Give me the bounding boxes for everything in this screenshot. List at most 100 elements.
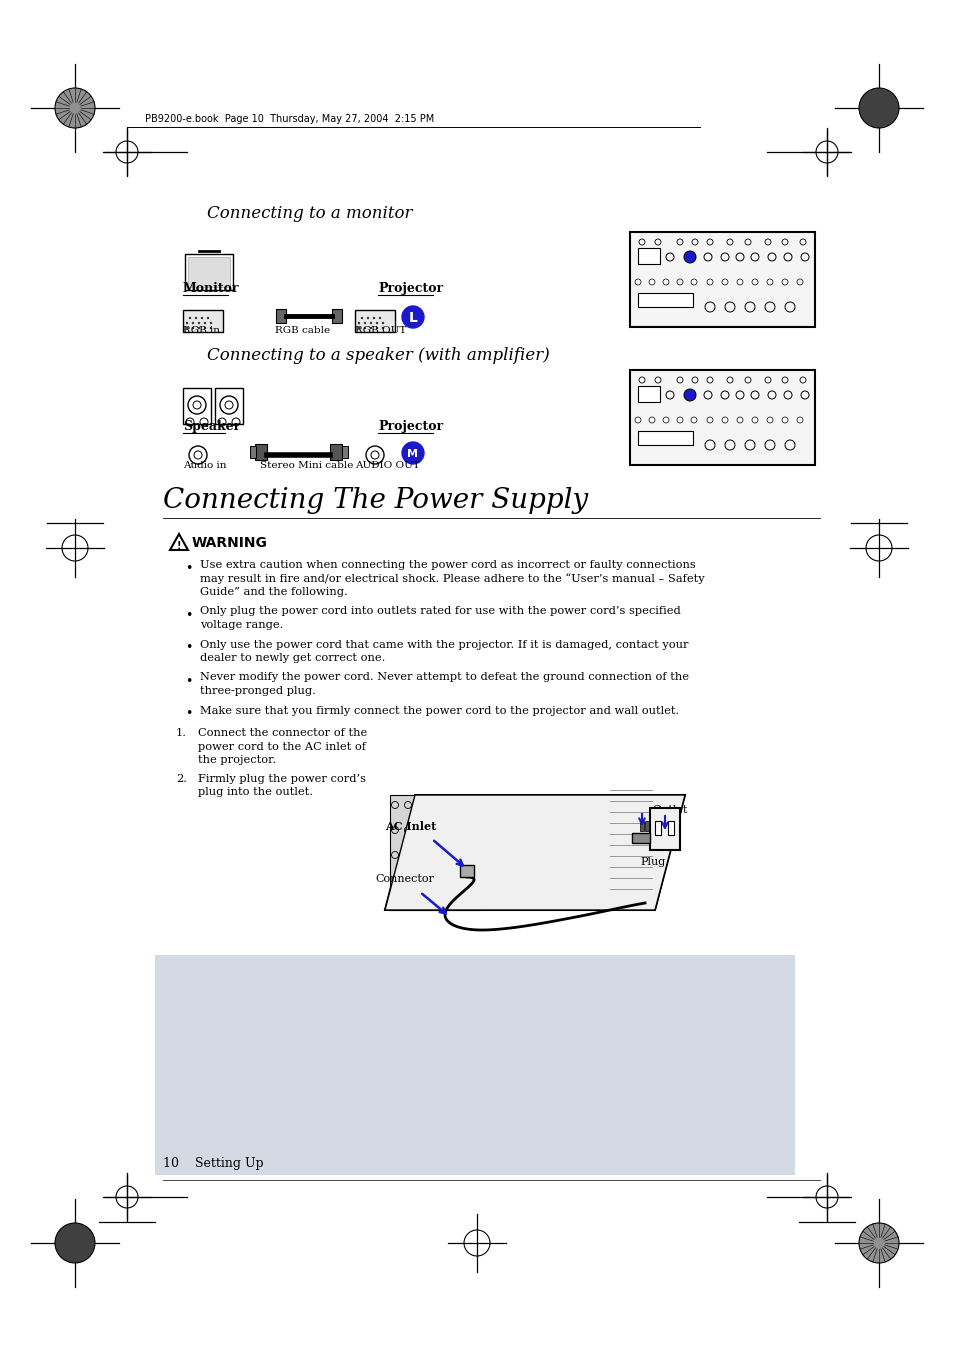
Bar (629, 232, 814, 327)
Bar (638, 431, 692, 444)
Text: Connecting The Power Supply: Connecting The Power Supply (163, 486, 587, 513)
Circle shape (210, 327, 212, 330)
Text: AC Inlet: AC Inlet (385, 821, 436, 832)
Text: Connecting to a speaker (with amplifier): Connecting to a speaker (with amplifier) (207, 347, 549, 363)
Bar (655, 821, 660, 835)
Text: plug into the outlet.: plug into the outlet. (198, 788, 313, 797)
Circle shape (363, 322, 366, 324)
Text: Connector: Connector (375, 874, 434, 884)
Text: Connecting to a monitor: Connecting to a monitor (207, 205, 412, 222)
Text: RGB OUT: RGB OUT (355, 326, 406, 335)
Text: three-pronged plug.: three-pronged plug. (200, 686, 315, 696)
Bar (638, 293, 692, 307)
Text: Only plug the power cord into outlets rated for use with the power cord’s specif: Only plug the power cord into outlets ra… (200, 607, 680, 616)
Circle shape (197, 327, 200, 330)
Text: RGB cable: RGB cable (274, 326, 330, 335)
Text: Outlet: Outlet (651, 805, 687, 815)
Circle shape (357, 327, 360, 330)
Text: Projector: Projector (377, 282, 442, 295)
Text: RGB in: RGB in (183, 326, 220, 335)
Circle shape (378, 316, 381, 319)
Circle shape (381, 327, 384, 330)
Bar (188, 257, 230, 286)
Circle shape (207, 316, 209, 319)
Bar (644, 821, 648, 831)
Bar (154, 955, 794, 1175)
Bar (185, 254, 233, 290)
Text: •: • (185, 708, 193, 720)
Circle shape (363, 327, 366, 330)
Circle shape (210, 322, 212, 324)
Circle shape (858, 1223, 898, 1263)
Text: Connect the connector of the: Connect the connector of the (198, 728, 367, 738)
Circle shape (683, 251, 696, 263)
Circle shape (204, 327, 206, 330)
Polygon shape (385, 794, 684, 911)
Circle shape (197, 322, 200, 324)
Text: Use extra caution when connecting the power cord as incorrect or faulty connecti: Use extra caution when connecting the po… (200, 561, 695, 570)
Text: AUDIO OUT: AUDIO OUT (355, 461, 419, 470)
Circle shape (55, 1223, 95, 1263)
Circle shape (192, 322, 194, 324)
Text: M: M (407, 449, 418, 459)
Text: WARNING: WARNING (192, 536, 268, 550)
Bar (254, 444, 267, 459)
Text: Projector: Projector (377, 420, 442, 434)
Bar (639, 821, 643, 831)
Bar (649, 808, 679, 850)
Bar (631, 834, 649, 843)
Bar (330, 444, 341, 459)
Bar (332, 309, 341, 323)
Circle shape (375, 327, 377, 330)
Text: the projector.: the projector. (198, 755, 275, 765)
Text: power cord to the AC inlet of: power cord to the AC inlet of (198, 742, 366, 751)
Text: •: • (185, 674, 193, 688)
Circle shape (186, 322, 188, 324)
Circle shape (55, 88, 95, 128)
Text: Never modify the power cord. Never attempt to defeat the ground connection of th: Never modify the power cord. Never attem… (200, 673, 688, 682)
Circle shape (366, 316, 369, 319)
Text: Firmly plug the power cord’s: Firmly plug the power cord’s (198, 774, 366, 784)
Text: 1.: 1. (175, 728, 187, 738)
Bar (638, 249, 659, 263)
Text: voltage range.: voltage range. (200, 620, 283, 630)
Circle shape (192, 327, 194, 330)
Text: Only use the power cord that came with the projector. If it is damaged, contact : Only use the power cord that came with t… (200, 639, 688, 650)
Bar (214, 388, 243, 424)
Circle shape (401, 305, 423, 328)
Bar (275, 309, 286, 323)
Text: •: • (185, 608, 193, 621)
Text: Stereo Mini cable: Stereo Mini cable (260, 461, 353, 470)
Circle shape (194, 316, 197, 319)
Bar (629, 370, 814, 465)
Text: Make sure that you firmly connect the power cord to the projector and wall outle: Make sure that you firmly connect the po… (200, 705, 679, 716)
Bar (183, 388, 211, 424)
Text: •: • (185, 642, 193, 654)
Bar (183, 309, 223, 332)
Text: 2.: 2. (175, 774, 187, 784)
Text: Audio in: Audio in (183, 461, 226, 470)
Bar (459, 865, 474, 877)
Circle shape (370, 322, 372, 324)
Bar (341, 446, 348, 458)
Circle shape (200, 316, 203, 319)
Circle shape (375, 322, 377, 324)
Bar (390, 794, 479, 911)
Circle shape (381, 322, 384, 324)
Circle shape (204, 322, 206, 324)
Text: Plug: Plug (639, 857, 664, 867)
Text: Monitor: Monitor (183, 282, 239, 295)
Bar (638, 386, 659, 403)
Bar (250, 446, 255, 458)
Circle shape (186, 327, 188, 330)
Text: Guide” and the following.: Guide” and the following. (200, 586, 348, 597)
Bar (667, 821, 673, 835)
Text: L: L (408, 311, 417, 326)
Text: 10    Setting Up: 10 Setting Up (163, 1156, 263, 1170)
Circle shape (370, 327, 372, 330)
Circle shape (858, 88, 898, 128)
Circle shape (189, 316, 191, 319)
Circle shape (357, 322, 360, 324)
Circle shape (401, 442, 423, 463)
Text: PB9200-e.book  Page 10  Thursday, May 27, 2004  2:15 PM: PB9200-e.book Page 10 Thursday, May 27, … (145, 113, 434, 124)
